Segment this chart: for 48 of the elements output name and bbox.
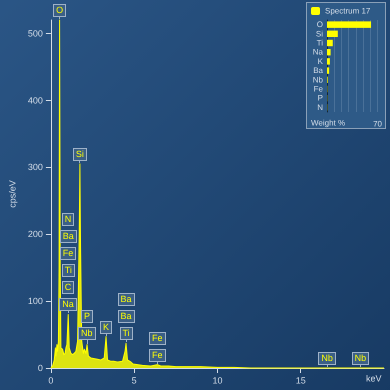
x-axis-title: keV xyxy=(366,374,382,384)
callout-tag: Nb xyxy=(352,352,370,367)
y-tick-label: 200 xyxy=(28,229,43,240)
legend-label: Spectrum 17 xyxy=(325,6,371,16)
callout-tag: Ba xyxy=(118,310,135,324)
y-tick-label: K xyxy=(318,56,324,66)
callout-tag: O xyxy=(53,4,66,19)
callout-tag: Ti xyxy=(62,264,75,278)
callout-tag: Si xyxy=(72,148,87,163)
callout-tag: C xyxy=(62,281,75,294)
callout-tag: Nb xyxy=(318,352,336,367)
y-tick-label: P xyxy=(318,94,323,103)
callout-tag: K xyxy=(100,320,112,336)
x-tick-label: 15 xyxy=(296,376,306,386)
x-tick-label: 70 xyxy=(373,120,383,128)
x-tick-label: 5 xyxy=(132,376,137,386)
bar xyxy=(327,40,333,46)
x-tick-label: 10 xyxy=(212,376,222,386)
y-tick-label: N xyxy=(317,102,324,112)
y-tick-label: Na xyxy=(312,48,324,57)
y-tick-label: Ba xyxy=(313,66,324,76)
callout-tag: N xyxy=(62,213,75,226)
y-tick-label: 400 xyxy=(28,95,43,106)
y-axis-title: cps/eV xyxy=(8,180,18,208)
callout-tag: Na xyxy=(59,298,78,314)
bar xyxy=(327,21,372,28)
annotation: Nb xyxy=(78,326,96,340)
y-tick-label: 300 xyxy=(28,162,43,172)
y-tick-label: 500 xyxy=(28,28,43,38)
bar xyxy=(327,58,330,65)
x-tick-label: 0 xyxy=(48,376,54,386)
x-axis-title: Weight % xyxy=(311,118,346,128)
callout-tag: Fe xyxy=(149,348,166,364)
bar xyxy=(327,30,338,38)
callout-tag: Ti xyxy=(120,327,133,342)
callout-tag: Ba xyxy=(60,230,77,244)
callout-tag: Fe xyxy=(60,247,77,260)
y-tick-label: O xyxy=(316,20,323,30)
y-tick-label: 100 xyxy=(28,296,43,306)
y-tick-label: Si xyxy=(316,29,324,38)
bar xyxy=(327,48,331,56)
y-tick-label: Nb xyxy=(312,75,324,84)
callout-tag: Ba xyxy=(118,293,135,306)
y-tick-label: Ti xyxy=(316,38,324,48)
callout-tag: Fe xyxy=(149,332,166,345)
y-tick-label: 0 xyxy=(38,363,43,373)
y-tick-label: Fe xyxy=(314,84,324,94)
callout-tag: P xyxy=(81,310,94,323)
